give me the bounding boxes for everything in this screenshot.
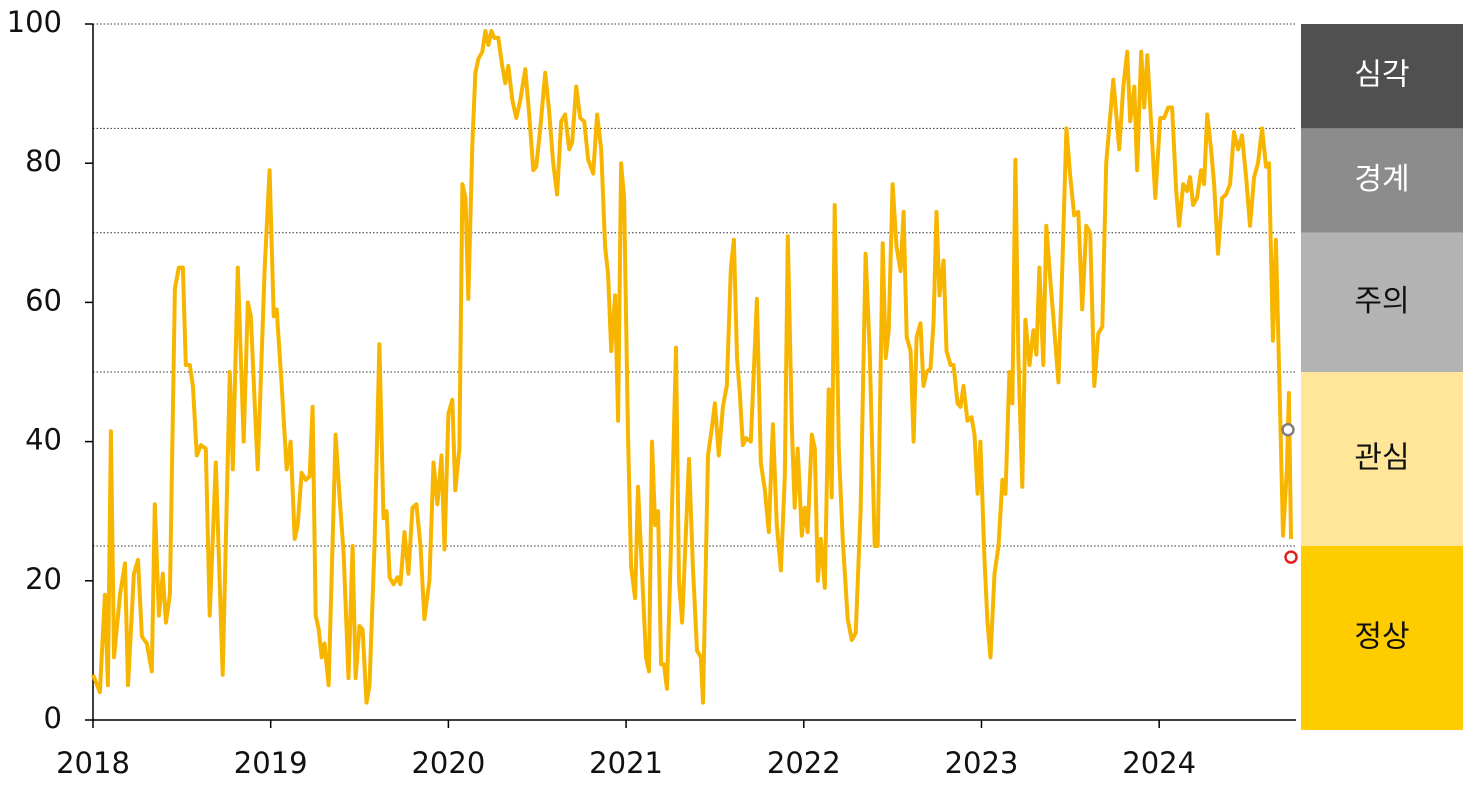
x-tick-label: 2022 xyxy=(767,746,841,780)
zone-block xyxy=(1301,232,1463,372)
y-tick-label: 20 xyxy=(25,562,62,596)
y-tick-label: 40 xyxy=(25,423,62,457)
x-tick-label: 2024 xyxy=(1122,746,1196,780)
zone-label: 정상 xyxy=(1354,620,1409,655)
zone-label: 경계 xyxy=(1354,162,1409,197)
y-tick-label: 0 xyxy=(44,701,62,735)
end-marker xyxy=(1284,550,1298,564)
x-tick-label: 2019 xyxy=(234,746,308,780)
x-tick-label: 2018 xyxy=(56,746,130,780)
y-tick-label: 60 xyxy=(25,283,62,317)
zone-label: 심각 xyxy=(1354,58,1409,93)
zone-label: 주의 xyxy=(1354,284,1409,319)
zone-block xyxy=(1301,546,1463,730)
end-marker xyxy=(1281,423,1295,437)
zone-block xyxy=(1301,372,1463,546)
y-tick-label: 80 xyxy=(25,144,62,178)
zone-label: 관심 xyxy=(1354,441,1409,476)
data-line xyxy=(91,29,1293,705)
x-tick-label: 2020 xyxy=(411,746,485,780)
y-tick-label: 100 xyxy=(7,5,62,39)
zone-block xyxy=(1301,24,1463,129)
zone-block xyxy=(1301,128,1463,233)
x-tick-label: 2023 xyxy=(945,746,1019,780)
x-tick-label: 2021 xyxy=(589,746,663,780)
